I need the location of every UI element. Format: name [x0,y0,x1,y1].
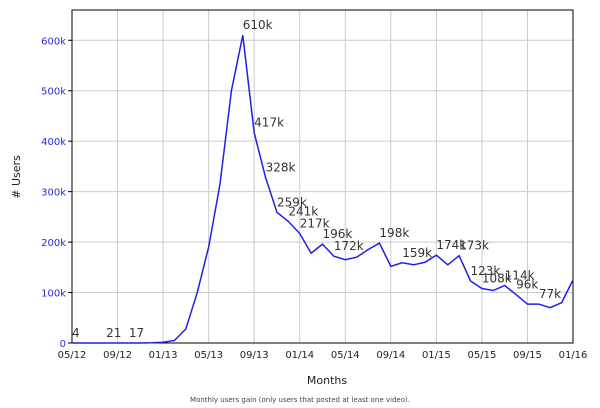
data-label: 159k [402,246,432,260]
x-tick-label: 09/12 [103,350,132,361]
y-tick-label: 600k [41,36,66,47]
x-tick-label: 05/13 [194,350,223,361]
data-label: 17 [129,326,144,340]
x-tick-label: 05/15 [467,350,496,361]
caption: Monthly users gain (only users that post… [190,396,410,404]
x-tick-label: 09/13 [240,350,269,361]
x-axis-label: Months [307,374,347,387]
x-tick-label: 05/14 [331,350,360,361]
y-tick-label: 200k [41,238,66,249]
data-label: 417k [254,116,284,130]
x-tick-label: 01/14 [285,350,314,361]
x-tick-label: 01/16 [559,350,588,361]
data-label: 610k [243,18,273,32]
data-label: 196k [323,227,353,241]
data-label: 173k [459,239,489,253]
data-label: 241k [288,204,318,218]
data-label: 328k [266,161,296,175]
line [71,35,574,344]
data-label: 108k [482,272,512,286]
data-label: 172k [334,239,364,253]
x-tick-label: 05/12 [58,350,87,361]
data-label: 259k [277,195,307,209]
data-label: 77k [539,287,561,301]
y-tick-label: 0 [60,339,66,350]
y-axis-label: # Users [10,155,23,199]
y-tick-label: 400k [41,137,66,148]
data-label: 114k [505,268,535,282]
y-tick-label: 300k [41,188,66,199]
plot-frame [71,9,574,344]
x-tick-label: 09/14 [376,350,405,361]
data-label: 217k [300,217,330,231]
data-label: 4 [72,326,80,340]
data-label: 123k [471,264,501,278]
x-tick-label: 09/15 [513,350,542,361]
y-tick-label: 500k [41,87,66,98]
data-label: 96k [516,278,538,292]
data-label: 21 [106,326,121,340]
data-label: 174k [436,238,466,252]
x-tick-label: 01/13 [149,350,178,361]
x-tick-label: 01/15 [422,350,451,361]
data-label: 198k [379,226,409,240]
y-tick-label: 100k [41,289,66,300]
